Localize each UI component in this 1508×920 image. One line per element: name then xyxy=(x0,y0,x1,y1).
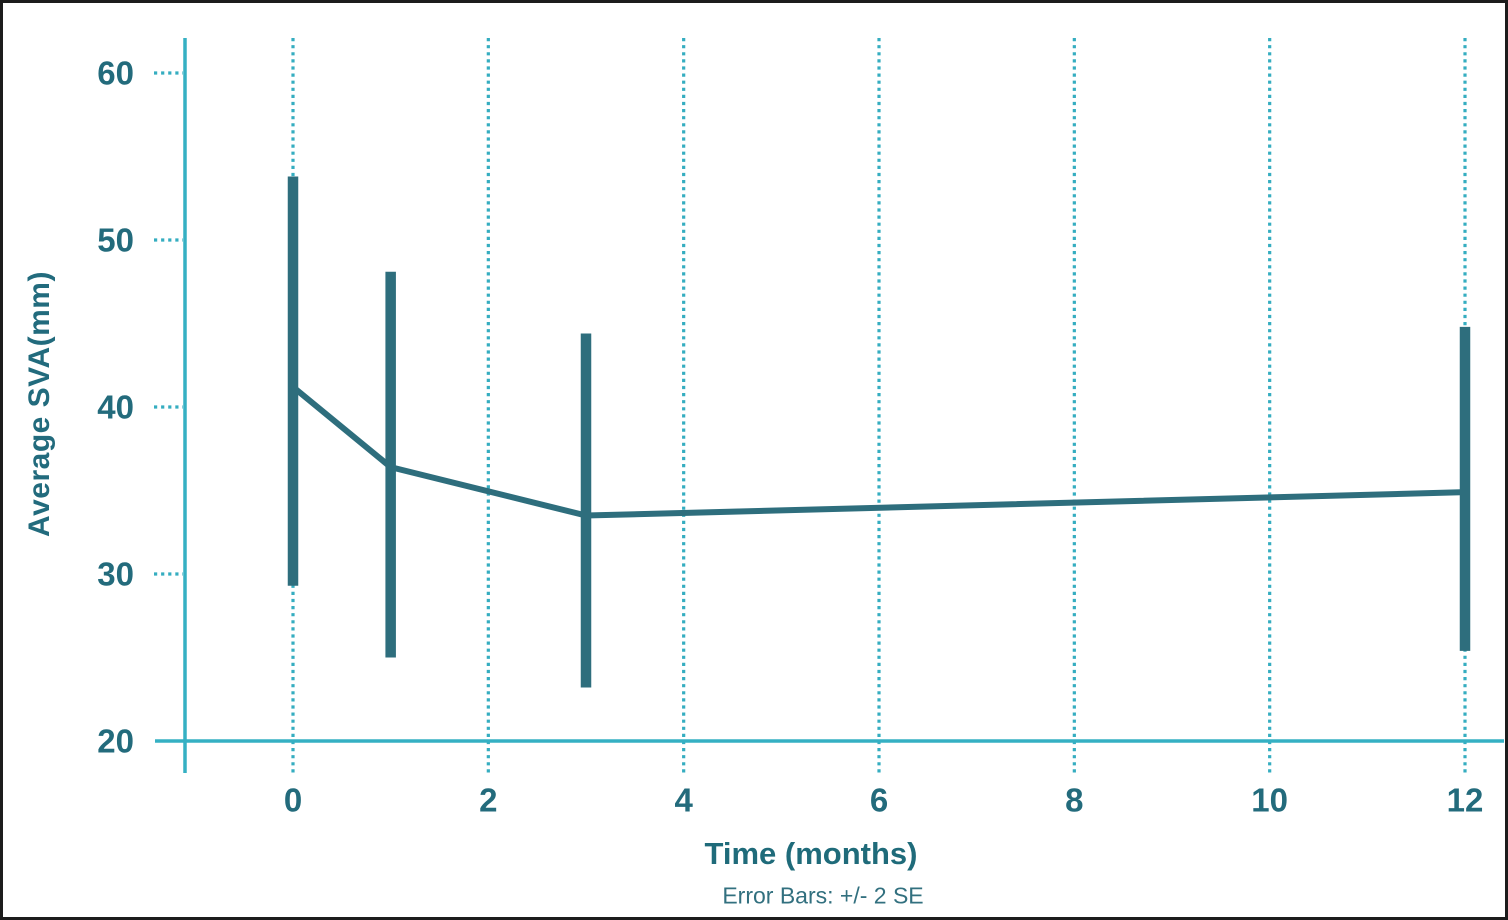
x-tick-label-12: 12 xyxy=(1447,782,1484,819)
x-tick-label-0: 0 xyxy=(284,782,302,819)
y-tick-label-20: 20 xyxy=(97,723,134,760)
x-tick-label-10: 10 xyxy=(1251,782,1288,819)
y-tick-label-30: 30 xyxy=(97,556,134,593)
x-axis-title: Time (months) xyxy=(704,836,918,871)
x-tick-label-8: 8 xyxy=(1065,782,1083,819)
error-bar-caption: Error Bars: +/- 2 SE xyxy=(722,882,924,909)
y-axis-title: Average SVA(mm) xyxy=(23,271,56,537)
x-tick-label-2: 2 xyxy=(479,782,497,819)
x-tick-label-4: 4 xyxy=(674,782,693,819)
y-tick-label-40: 40 xyxy=(97,389,134,426)
chart-canvas: 0 2 4 6 8 10 12 20 30 40 50 60 xyxy=(97,38,1504,819)
y-tick-label-60: 60 xyxy=(97,55,134,92)
y-tick-label-50: 50 xyxy=(97,222,134,259)
x-tick-label-6: 6 xyxy=(870,782,888,819)
mean-line xyxy=(291,384,1466,519)
